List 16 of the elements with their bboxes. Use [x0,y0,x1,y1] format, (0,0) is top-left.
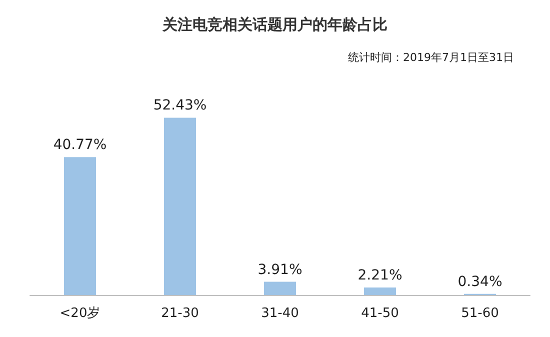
bar [64,157,96,295]
data-label: 52.43% [153,98,207,114]
data-label: 3.91% [258,262,302,278]
x-tick-label: 21-30 [161,306,199,321]
x-tick-label: 31-40 [261,306,299,321]
x-tick-label: <20岁 [60,306,100,321]
data-label: 2.21% [358,268,402,284]
data-label: 0.34% [458,274,502,290]
x-tick-label: 51-60 [461,306,499,321]
bar [364,288,396,295]
bar [164,118,196,295]
data-label: 40.77% [53,137,107,154]
text: 统计时间：2019年7月1日至31日 [348,51,514,64]
x-tick-label: 41-50 [361,306,399,321]
bar [264,282,296,295]
chart-title: 关注电竞相关话题用户的年龄占比 [162,16,388,34]
